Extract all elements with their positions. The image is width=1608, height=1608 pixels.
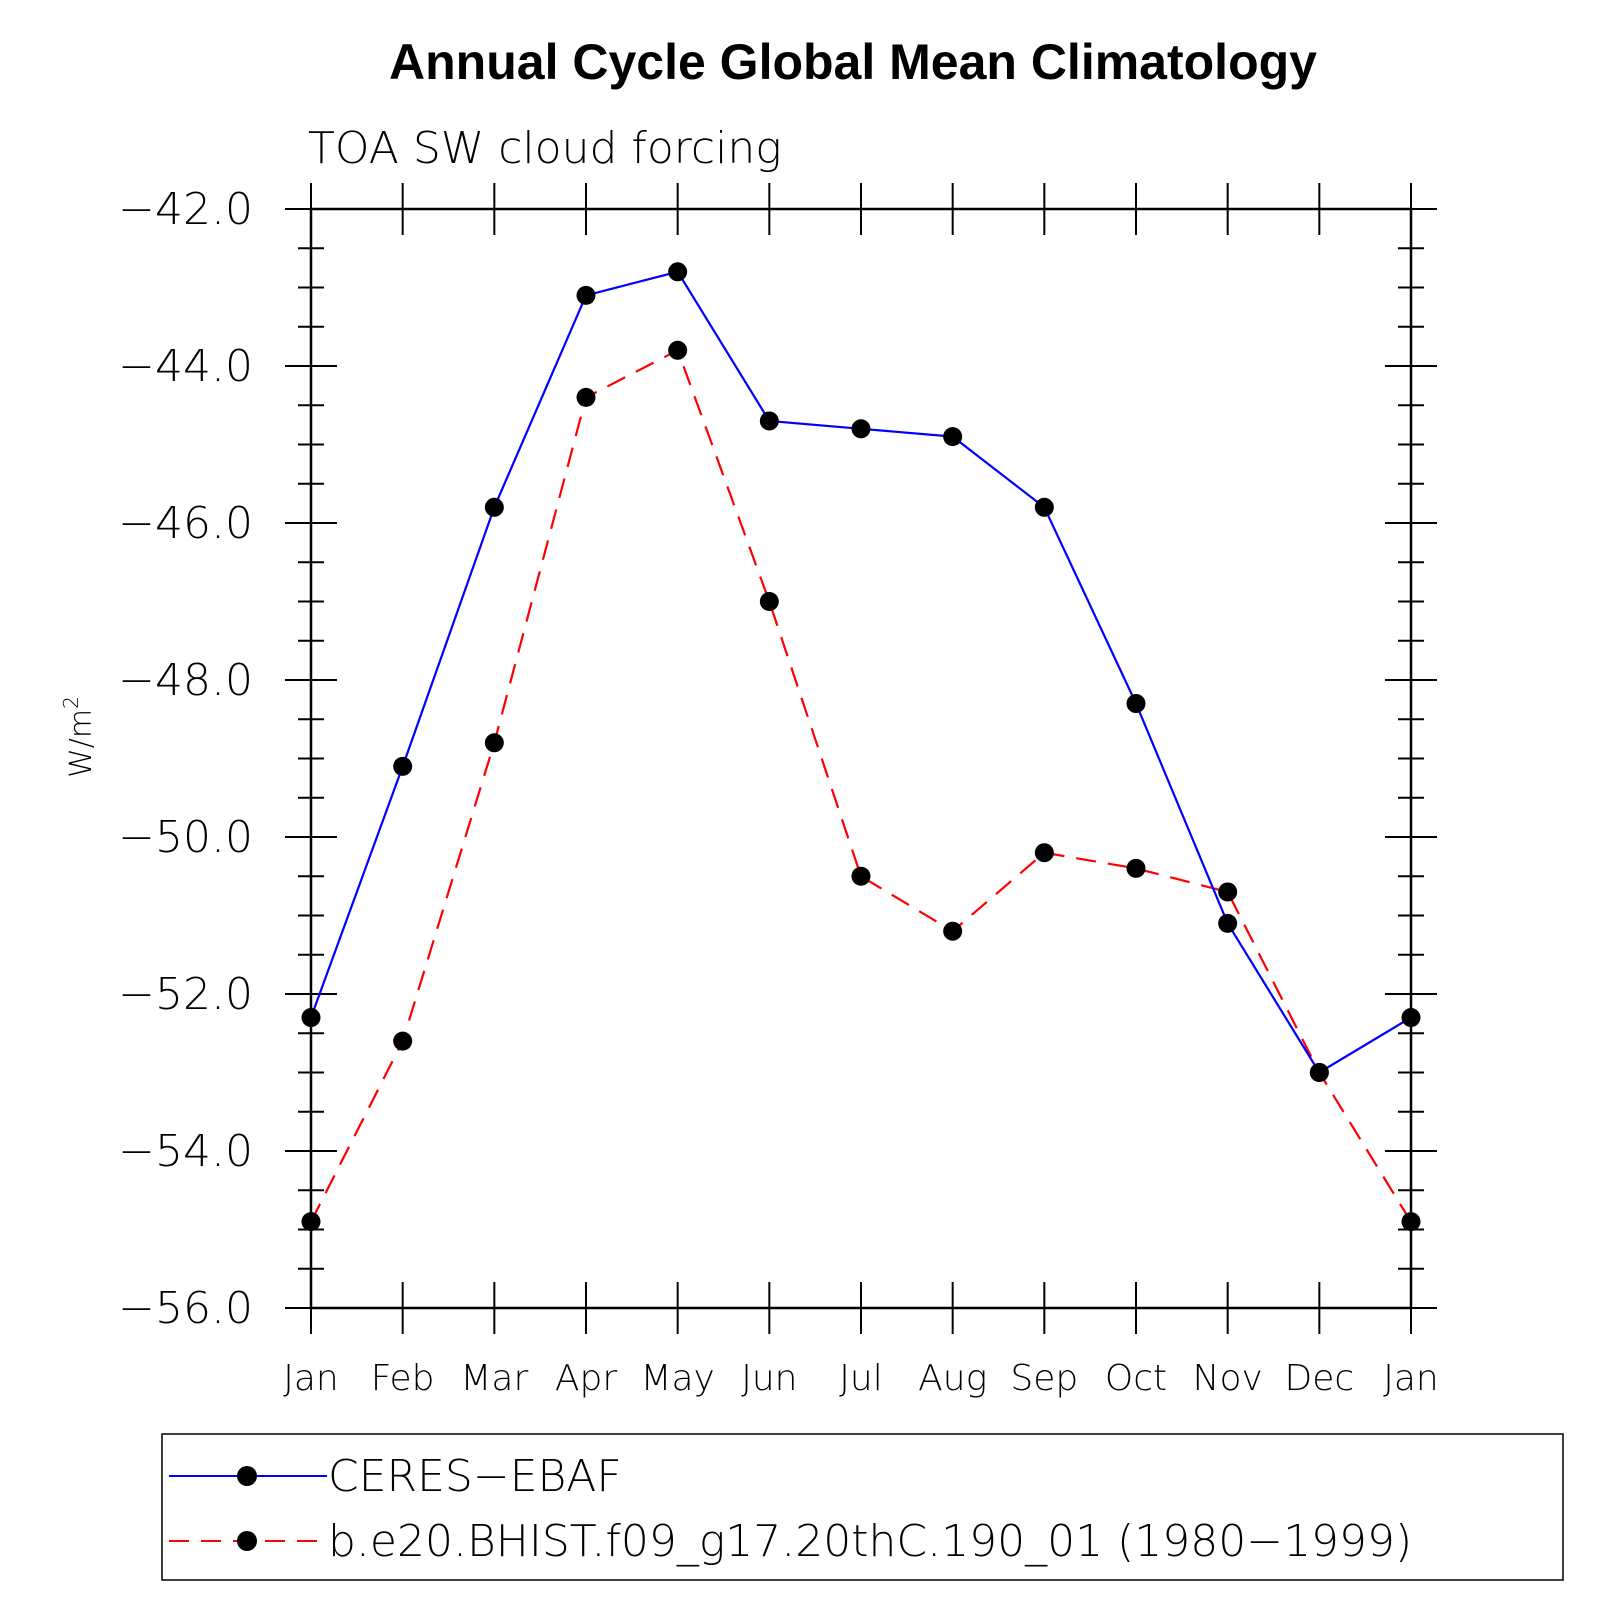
series-point-0 <box>668 262 688 282</box>
y-tick-label: −46.0 <box>118 498 253 549</box>
y-tick-label: −48.0 <box>118 655 253 706</box>
series-point-0 <box>1309 1063 1329 1082</box>
y-tick-label: −50.0 <box>118 812 253 863</box>
series-point-1 <box>1126 858 1146 878</box>
x-tick-label: Mar <box>460 1358 528 1399</box>
series-point-1 <box>851 866 871 886</box>
axis-ticks <box>285 183 1437 1334</box>
y-tick-label: −56.0 <box>118 1283 253 1334</box>
series-point-1 <box>668 340 688 360</box>
series-point-0 <box>301 1008 321 1028</box>
chart-subtitle: TOA SW cloud forcing <box>308 123 782 174</box>
y-tick-label: −54.0 <box>118 1126 253 1177</box>
series-point-1 <box>576 387 596 407</box>
x-tick-label: Jan <box>1383 1358 1439 1399</box>
series-line-0 <box>309 270 1412 1075</box>
series-layer <box>301 262 1421 1232</box>
y-tick-label: −52.0 <box>118 969 253 1020</box>
series-point-1 <box>301 1212 321 1232</box>
x-tick-label: Aug <box>918 1358 987 1399</box>
x-tick-label: May <box>640 1358 714 1399</box>
series-point-1 <box>1401 1212 1421 1232</box>
legend-label-1: b.e20.BHIST.f09_g17.20thC.190_01 (1980−1… <box>328 1516 1412 1567</box>
y-axis-label-superscript: 2 <box>59 696 83 709</box>
series-point-0 <box>1218 913 1238 933</box>
y-tick-labels: −42.0 −44.0 −46.0 −48.0 −50.0 −52.0 −54.0 −56.0 <box>118 184 253 1334</box>
series-point-0 <box>576 285 596 305</box>
legend: CERES−EBAF b.e20.BHIST.f09_g17.20thC.190… <box>161 1433 1564 1581</box>
x-tick-label: Dec <box>1284 1358 1354 1399</box>
y-axis-label-text: W/m <box>64 709 99 778</box>
series-point-0 <box>484 497 504 517</box>
series-point-0 <box>1034 497 1054 517</box>
plot-frame <box>309 207 1413 1310</box>
series-point-1 <box>1218 882 1238 902</box>
series-point-1 <box>943 921 963 941</box>
x-tick-label: Jul <box>839 1358 882 1399</box>
legend-box <box>161 1433 1564 1581</box>
series-point-1 <box>1034 843 1054 863</box>
series-point-1 <box>484 733 504 753</box>
y-axis-label: W/m2 <box>59 696 99 778</box>
x-tick-label: Nov <box>1193 1358 1263 1399</box>
series-point-1 <box>759 592 779 611</box>
x-tick-label: Jun <box>741 1358 797 1399</box>
legend-marker-0 <box>237 1466 257 1486</box>
series-point-0 <box>393 756 413 776</box>
y-tick-label: −44.0 <box>118 341 253 392</box>
series-point-0 <box>1126 694 1146 714</box>
legend-marker-1 <box>237 1531 257 1551</box>
x-tick-label: Jan <box>283 1358 339 1399</box>
series-point-0 <box>943 427 963 447</box>
x-tick-labels: Jan Feb Mar Apr May Jun Jul Aug Sep Oct Nov Dec Jan <box>283 1358 1439 1399</box>
x-tick-label: Sep <box>1010 1358 1078 1399</box>
chart-title: Annual Cycle Global Mean Climatology <box>389 34 1317 90</box>
series-point-0 <box>759 411 779 431</box>
series-point-0 <box>851 419 871 439</box>
svg-text:W/m2: W/m2 <box>59 696 99 778</box>
y-tick-label: −42.0 <box>118 184 253 235</box>
series-line-1 <box>310 348 1412 1223</box>
x-tick-label: Apr <box>555 1358 617 1399</box>
x-tick-label: Feb <box>371 1358 435 1399</box>
legend-label-0: CERES−EBAF <box>328 1451 622 1502</box>
series-point-0 <box>1401 1008 1421 1028</box>
series-point-1 <box>393 1031 413 1051</box>
x-tick-label: Oct <box>1105 1358 1167 1399</box>
